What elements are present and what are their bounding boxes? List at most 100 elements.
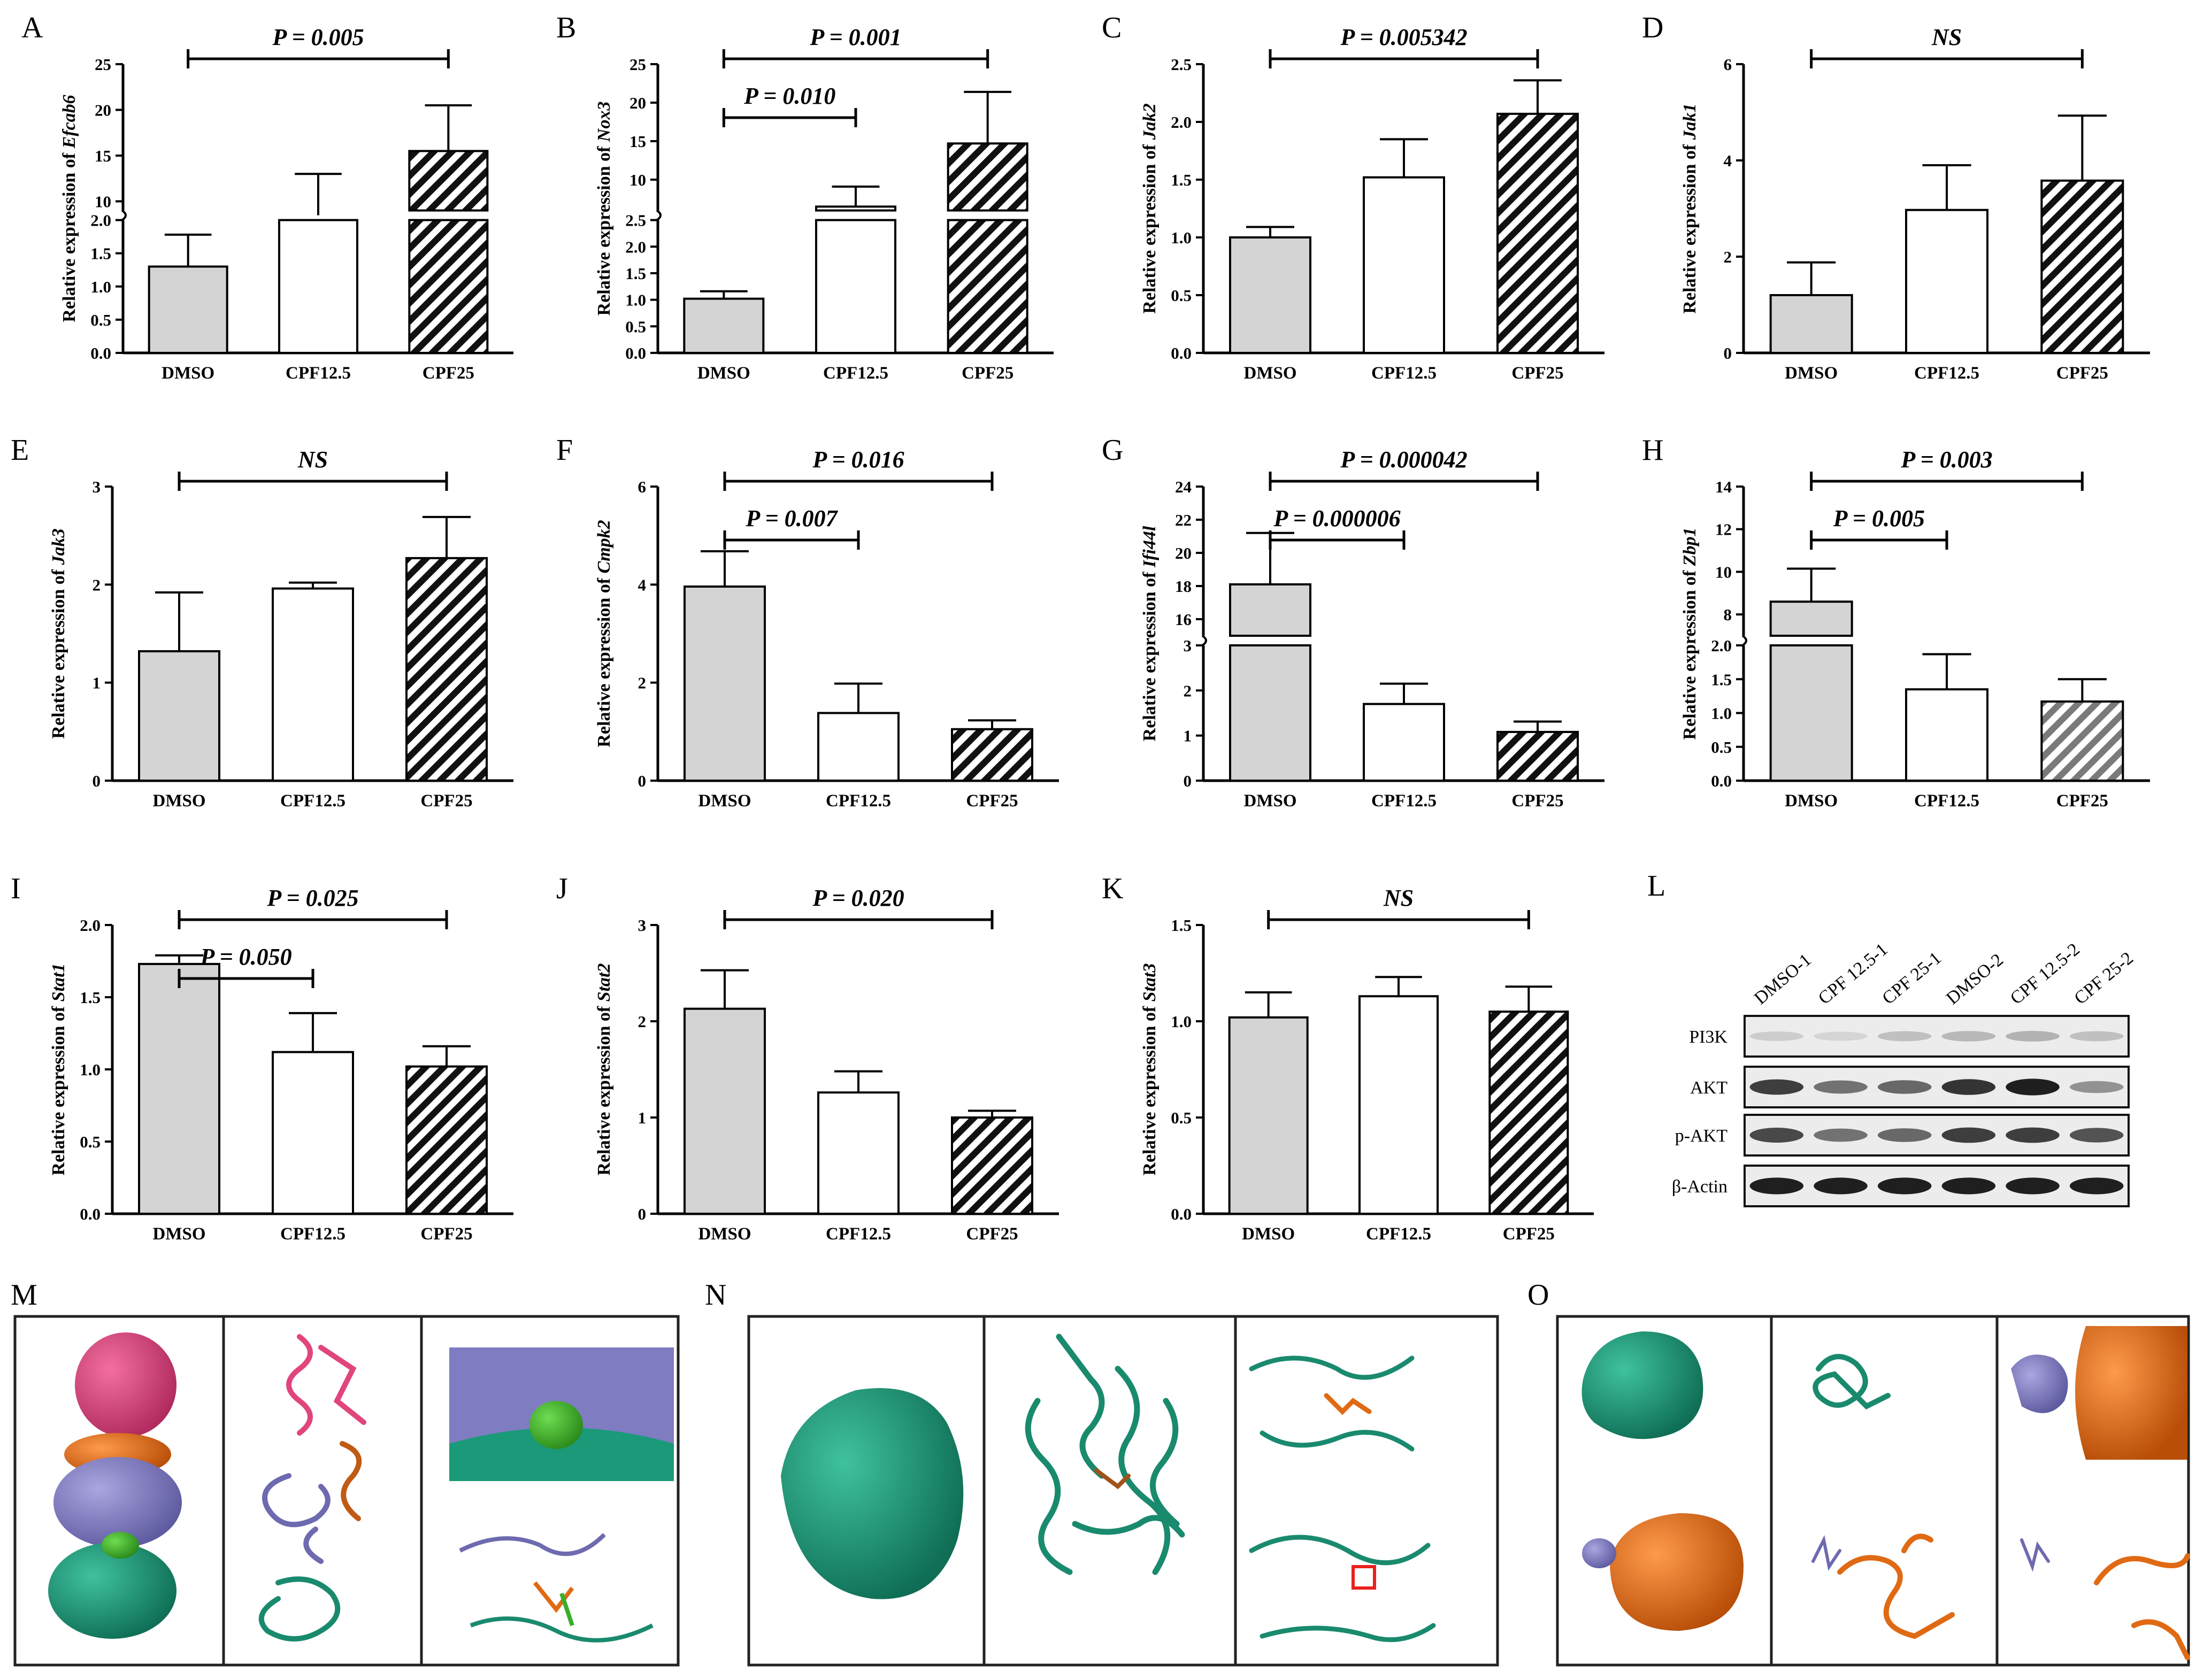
x-category-label: CPF25 [2056, 364, 2108, 383]
bar-upper [815, 205, 896, 212]
y-tick-label: 0.5 [90, 311, 111, 329]
x-category-label: CPF12.5 [280, 791, 345, 811]
wb-band-label: PI3K [1689, 1027, 1727, 1047]
y-label-gene: Stat3 [1140, 964, 1160, 1002]
y-tick-label: 22 [1175, 511, 1192, 529]
y-tick-label: 20 [1175, 544, 1192, 562]
y-tick-label: 0.0 [1171, 344, 1192, 363]
bar [2040, 700, 2124, 782]
bar [684, 585, 766, 782]
y-tick-label: 4 [1724, 151, 1732, 170]
bar [1228, 1016, 1309, 1215]
x-category-label: CPF12.5 [826, 791, 891, 811]
wb-band [2006, 1031, 2060, 1042]
x-category-label: DMSO [162, 364, 214, 383]
y-tick-label: 16 [1175, 610, 1192, 629]
bar [1229, 644, 1311, 782]
y-tick-label: 6 [1724, 55, 1732, 74]
panel-C: C Relative expression of Jak2 0.0 0.5 1.0 1.5… [1102, 11, 1604, 383]
wb-strip [1744, 1165, 2130, 1207]
bar [1905, 209, 1988, 354]
bar [1496, 730, 1579, 782]
significance-label: P = 0.005342 [1340, 24, 1467, 50]
panel-label: B [556, 11, 576, 44]
axis-break-mark [1201, 635, 1207, 646]
panel-F: F Relative expression of Cmpk2 0 2 4 6 DMSO CPF… [556, 434, 1059, 811]
x-category-label: CPF25 [420, 1224, 472, 1244]
x-category-label: CPF12.5 [826, 1224, 891, 1244]
y-tick-label: 1.0 [1171, 228, 1192, 247]
wb-band [1749, 1031, 1804, 1041]
wb-strip [1744, 1015, 2130, 1058]
panel-label: I [11, 872, 21, 905]
wb-strip [1744, 1114, 2130, 1157]
significance-label: NS [1931, 24, 1962, 50]
x-category-label: CPF25 [423, 364, 474, 383]
y-tick-label: 2 [638, 1012, 647, 1031]
wb-band [2069, 1031, 2124, 1042]
panel-label: A [21, 11, 43, 44]
m-zoom-views [449, 1347, 674, 1643]
y-tick-label: 1 [638, 1108, 647, 1127]
y-label-prefix: Relative expression of [1140, 140, 1160, 313]
significance-label: P = 0.005 [272, 24, 364, 50]
y-tick-label: 0.0 [80, 1205, 101, 1223]
wb-band [1749, 1079, 1804, 1095]
wb-band [2069, 1081, 2124, 1093]
bar [278, 219, 358, 354]
structure-panel-N: N [705, 1278, 1499, 1667]
bar [683, 297, 765, 354]
x-category-label: CPF12.5 [1914, 791, 1979, 811]
wb-lane-label: CPF 12.5-1 [1815, 939, 1892, 1008]
y-tick-label: 0 [1184, 772, 1192, 790]
wb-band [1877, 1080, 1932, 1094]
x-category-label: CPF25 [2056, 791, 2108, 811]
y-label-gene: Zbp1 [1680, 528, 1700, 567]
y-axis-label: Relative expression of Stat3 [1140, 964, 1160, 1176]
y-tick-label: 25 [95, 55, 111, 74]
significance-label: NS [297, 446, 328, 473]
y-tick-label: 1.0 [90, 278, 111, 296]
bar [272, 1051, 354, 1215]
y-tick-label: 2.0 [1171, 113, 1192, 132]
wb-band [1877, 1031, 1932, 1042]
y-tick-label: 2.0 [80, 916, 101, 935]
wb-band [1941, 1177, 1996, 1195]
y-axis-label: Relative expression of Cmpk2 [594, 520, 614, 747]
wb-band [1814, 1177, 1868, 1195]
wb-band [2006, 1127, 2060, 1143]
y-tick-label: 1.5 [1711, 670, 1732, 689]
significance-label: P = 0.000006 [1273, 505, 1400, 531]
significance-label: P = 0.000042 [1340, 446, 1467, 473]
bar [1358, 995, 1439, 1215]
bar [947, 219, 1028, 354]
y-label-prefix: Relative expression of [59, 148, 79, 322]
o-cartoon-models [1811, 1354, 1955, 1639]
y-tick-label: 4 [638, 575, 647, 594]
n-zoom-views [1249, 1355, 1436, 1643]
wb-band [1749, 1128, 1804, 1143]
y-tick-label: 0.5 [625, 317, 646, 336]
wb-band-label: p-AKT [1675, 1126, 1727, 1146]
y-tick-label: 0.5 [1711, 738, 1732, 757]
y-label-gene: Cmpk2 [594, 520, 614, 573]
x-category-label: DMSO [1785, 791, 1838, 811]
x-category-label: DMSO [697, 364, 750, 383]
y-tick-label: 1.0 [625, 291, 646, 310]
y-tick-label: 1.5 [1171, 916, 1192, 935]
m-surface-model [48, 1332, 182, 1639]
bar [2040, 179, 2124, 354]
y-axis-label: Relative expression of Stat1 [49, 964, 68, 1176]
x-category-label: CPF25 [1511, 791, 1563, 811]
bar [138, 962, 220, 1215]
panel-label: F [556, 434, 573, 467]
significance-label: P = 0.020 [812, 885, 904, 911]
bar-upper [1769, 600, 1853, 637]
wb-band [1749, 1177, 1804, 1195]
y-label-prefix: Relative expression of [1140, 567, 1160, 741]
n-cartoon-model [1025, 1334, 1185, 1575]
panel-label: D [1642, 11, 1663, 44]
